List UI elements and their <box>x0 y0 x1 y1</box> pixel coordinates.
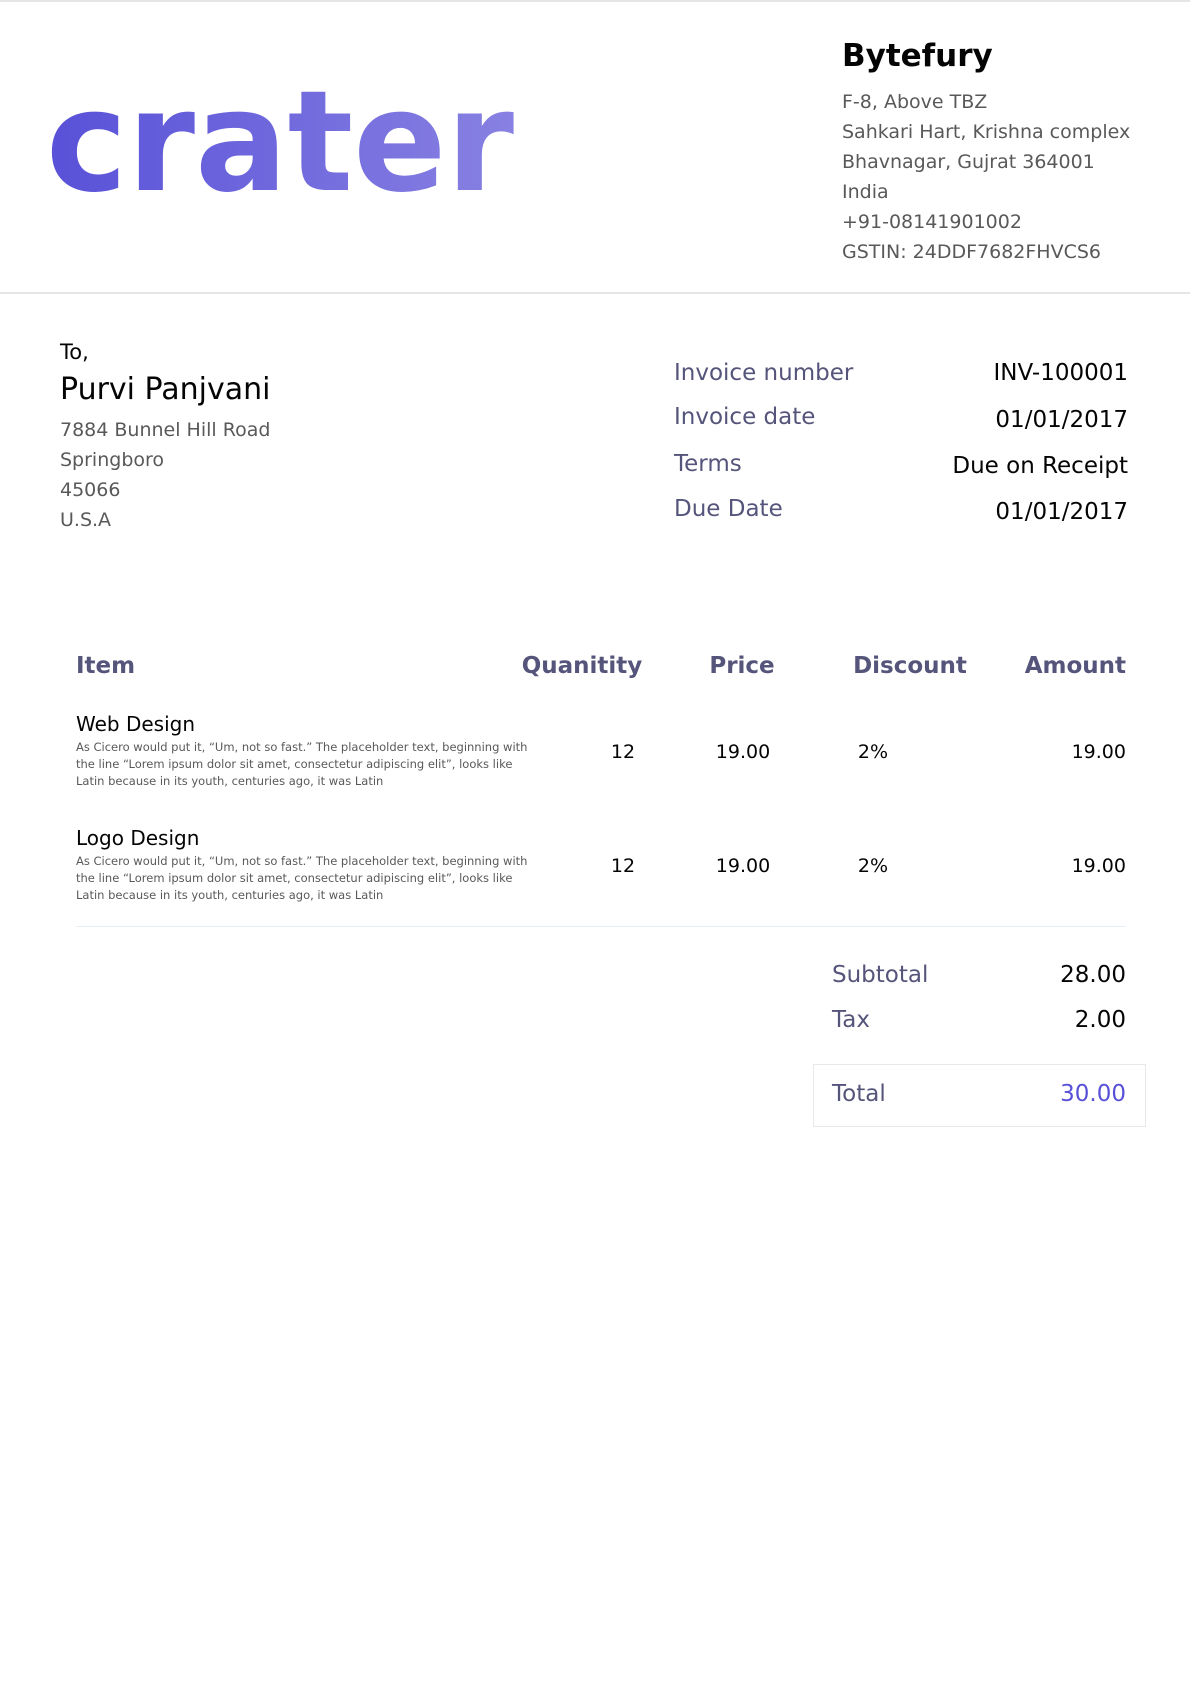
items-divider <box>76 926 1126 927</box>
customer-address-line: Springboro <box>60 449 165 471</box>
subtotal-label: Subtotal <box>832 962 929 988</box>
company-phone: +91-08141901002 <box>842 211 1022 233</box>
customer-name: Purvi Panjvani <box>60 372 271 407</box>
total-value: 30.00 <box>1060 1081 1126 1107</box>
total-label: Total <box>832 1081 886 1107</box>
top-border <box>0 0 1190 2</box>
company-name: Bytefury <box>842 38 993 74</box>
subtotal-value: 28.00 <box>1060 962 1126 988</box>
customer-address-line: 45066 <box>60 479 121 501</box>
terms-value: Due on Receipt <box>952 453 1128 479</box>
item-description: As Cicero would put it, “Um, not so fast… <box>76 740 528 788</box>
tax-value: 2.00 <box>1074 1007 1126 1033</box>
header-discount: Discount <box>853 653 967 679</box>
header-amount: Amount <box>1024 653 1126 679</box>
company-address-line: Bhavnagar, Gujrat 364001 <box>842 151 1095 173</box>
company-address-line: F-8, Above TBZ <box>842 91 988 113</box>
customer-address-line: U.S.A <box>60 509 112 531</box>
company-address-line: Sahkari Hart, Krishna complex <box>842 121 1131 143</box>
logo-text: crater <box>46 80 514 200</box>
due-date-label: Due Date <box>674 496 783 522</box>
item-discount: 2% <box>857 855 889 877</box>
item-quantity: 12 <box>610 855 636 877</box>
item-name: Web Design <box>76 712 196 736</box>
due-date-value: 01/01/2017 <box>995 499 1128 525</box>
tax-label: Tax <box>832 1007 870 1033</box>
bill-to-label: To, <box>60 340 89 364</box>
item-quantity: 12 <box>610 741 636 763</box>
invoice-date-value: 01/01/2017 <box>995 407 1128 433</box>
invoice-number-label: Invoice number <box>674 360 854 386</box>
company-address-line: India <box>842 181 889 203</box>
item-discount: 2% <box>857 741 889 763</box>
header-price: Price <box>709 653 775 679</box>
item-amount: 19.00 <box>1071 741 1126 763</box>
item-description: As Cicero would put it, “Um, not so fast… <box>76 854 528 902</box>
invoice-number-value: INV-100001 <box>993 360 1128 386</box>
customer-address-line: 7884 Bunnel Hill Road <box>60 419 271 441</box>
header-item: Item <box>76 653 136 679</box>
header-divider <box>0 292 1190 294</box>
invoice-date-label: Invoice date <box>674 404 816 430</box>
item-price: 19.00 <box>715 741 771 763</box>
total-box <box>813 1064 1146 1127</box>
item-name: Logo Design <box>76 826 200 850</box>
company-gstin: GSTIN: 24DDF7682FHVCS6 <box>842 241 1101 263</box>
header-quantity: Quanitity <box>521 653 643 679</box>
terms-label: Terms <box>674 451 742 477</box>
item-amount: 19.00 <box>1071 855 1126 877</box>
item-price: 19.00 <box>715 855 771 877</box>
crater-logo: crater <box>46 80 514 200</box>
